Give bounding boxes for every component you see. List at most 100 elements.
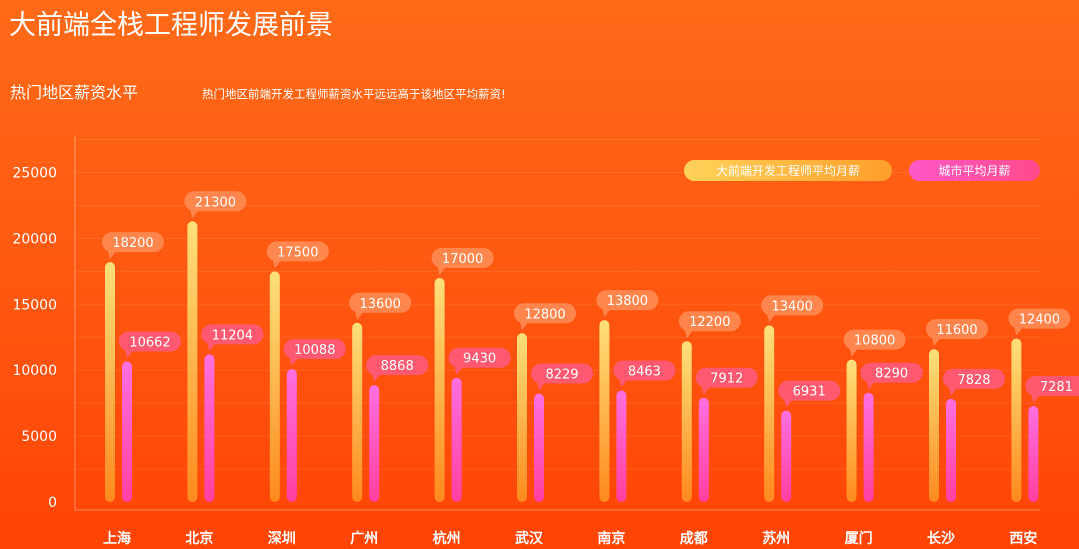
data-label-dev: 12200 (678, 311, 741, 339)
data-label-city: 9430 (448, 347, 511, 375)
bar-dev-salary (105, 262, 115, 502)
bar-city-salary (369, 385, 380, 502)
data-label-bubble (1025, 376, 1079, 397)
bar-city-salary (698, 397, 709, 502)
bar-dev-salary (929, 349, 939, 502)
data-label-text: 13600 (360, 297, 401, 312)
data-label-city: 7912 (695, 367, 758, 395)
y-tick-label: 10000 (12, 363, 57, 379)
x-tick-label: 长沙 (927, 530, 955, 547)
legend-label: 城市平均月薪 (938, 163, 1010, 178)
data-label-dev: 17000 (431, 247, 494, 275)
data-label-pointer (866, 381, 875, 390)
data-label-dev: 12800 (514, 303, 576, 331)
data-label-bubble (613, 360, 676, 381)
y-tick-label: 15000 (12, 297, 57, 313)
data-label-dev: 21300 (184, 191, 247, 219)
data-label-bubble (695, 367, 758, 388)
bar-dev-salary (681, 341, 692, 502)
data-label-pointer (602, 309, 611, 318)
data-label-dev: 13800 (596, 290, 659, 318)
data-label-pointer (684, 330, 693, 339)
data-label-bubble (266, 241, 329, 262)
data-label-city: 6931 (778, 380, 841, 408)
bar-dev-salary (517, 333, 527, 502)
data-label-city: 8290 (860, 362, 923, 390)
data-label-text: 11204 (212, 328, 253, 343)
data-label-city: 10662 (119, 331, 181, 359)
bar-dev-salary (599, 320, 610, 502)
data-label-city: 7281 (1025, 376, 1079, 404)
data-label-bubble (119, 331, 181, 352)
data-label-bubble (431, 247, 494, 268)
data-label-city: 7828 (943, 368, 1005, 396)
data-label-text: 11600 (936, 323, 977, 338)
bar-city-salary (1028, 406, 1039, 502)
data-label-text: 17500 (277, 245, 318, 260)
data-label-text: 10088 (294, 343, 335, 358)
y-tick-label: 25000 (12, 166, 57, 182)
data-label-dev: 11600 (926, 319, 988, 347)
data-label-pointer (190, 210, 199, 219)
data-label-text: 12400 (1019, 313, 1060, 328)
data-label-city: 11204 (201, 324, 264, 352)
data-label-city: 8463 (613, 360, 676, 388)
data-label-text: 17000 (442, 252, 483, 267)
data-label-bubble (201, 324, 264, 345)
data-label-pointer (619, 379, 628, 388)
data-label-text: 10662 (129, 335, 170, 350)
data-label-pointer (272, 260, 281, 269)
bar-city-salary (863, 392, 874, 502)
x-tick-label: 成都 (680, 530, 708, 547)
legend-item-dev: 大前端开发工程师平均月薪 (684, 160, 892, 181)
data-label-pointer (767, 314, 776, 323)
data-label-pointer (125, 350, 133, 359)
bar-city-salary (122, 361, 132, 502)
bar-dev-salary (764, 325, 775, 502)
bar-dev-salary (187, 221, 198, 503)
data-label-bubble (531, 363, 593, 384)
data-label-pointer (207, 343, 216, 352)
data-label-bubble (926, 319, 988, 340)
data-label-text: 7912 (710, 372, 743, 387)
data-label-pointer (1014, 327, 1023, 336)
data-label-text: 12200 (689, 315, 730, 330)
data-label-pointer (372, 374, 381, 383)
data-label-bubble (366, 355, 429, 376)
data-label-bubble (843, 329, 906, 350)
data-label-pointer (932, 338, 940, 347)
bar-city-salary (204, 354, 215, 502)
data-label-bubble (678, 311, 741, 332)
bar-city-salary (286, 369, 297, 502)
data-label-text: 8290 (875, 367, 908, 382)
bar-dev-salary (846, 359, 857, 502)
page-title: 大前端全栈工程师发展前景 (9, 10, 333, 41)
chart-legend: 大前端开发工程师平均月薪 城市平均月薪 (684, 160, 1040, 181)
data-label-bubble (283, 339, 346, 360)
data-label-pointer (355, 311, 364, 320)
x-tick-label: 上海 (103, 530, 131, 547)
data-label-text: 6931 (793, 385, 826, 400)
data-label-text: 18200 (112, 236, 153, 251)
data-label-dev: 13400 (761, 295, 824, 323)
legend-item-city: 城市平均月薪 (909, 160, 1040, 181)
data-label-pointer (784, 399, 793, 408)
bar-dev-salary (434, 277, 445, 502)
data-label-city: 8868 (366, 355, 429, 383)
data-label-pointer (454, 366, 463, 375)
x-tick-label: 苏州 (762, 530, 790, 547)
data-label-pointer (537, 382, 545, 391)
x-tick-label: 南京 (597, 530, 625, 547)
data-label-text: 8463 (628, 364, 661, 379)
x-tick-label: 广州 (350, 530, 378, 547)
salary-note: 热门地区前端开发工程师薪资水平远远高于该地区平均薪资! (202, 87, 506, 101)
section-subtitle: 热门地区薪资水平 (10, 83, 139, 102)
data-label-bubble (860, 362, 923, 383)
data-label-pointer (949, 387, 957, 396)
data-label-text: 13800 (607, 294, 648, 309)
data-label-dev: 18200 (102, 232, 164, 260)
data-label-pointer (1031, 395, 1040, 404)
x-tick-label: 杭州 (433, 530, 461, 547)
data-label-pointer (108, 251, 116, 260)
